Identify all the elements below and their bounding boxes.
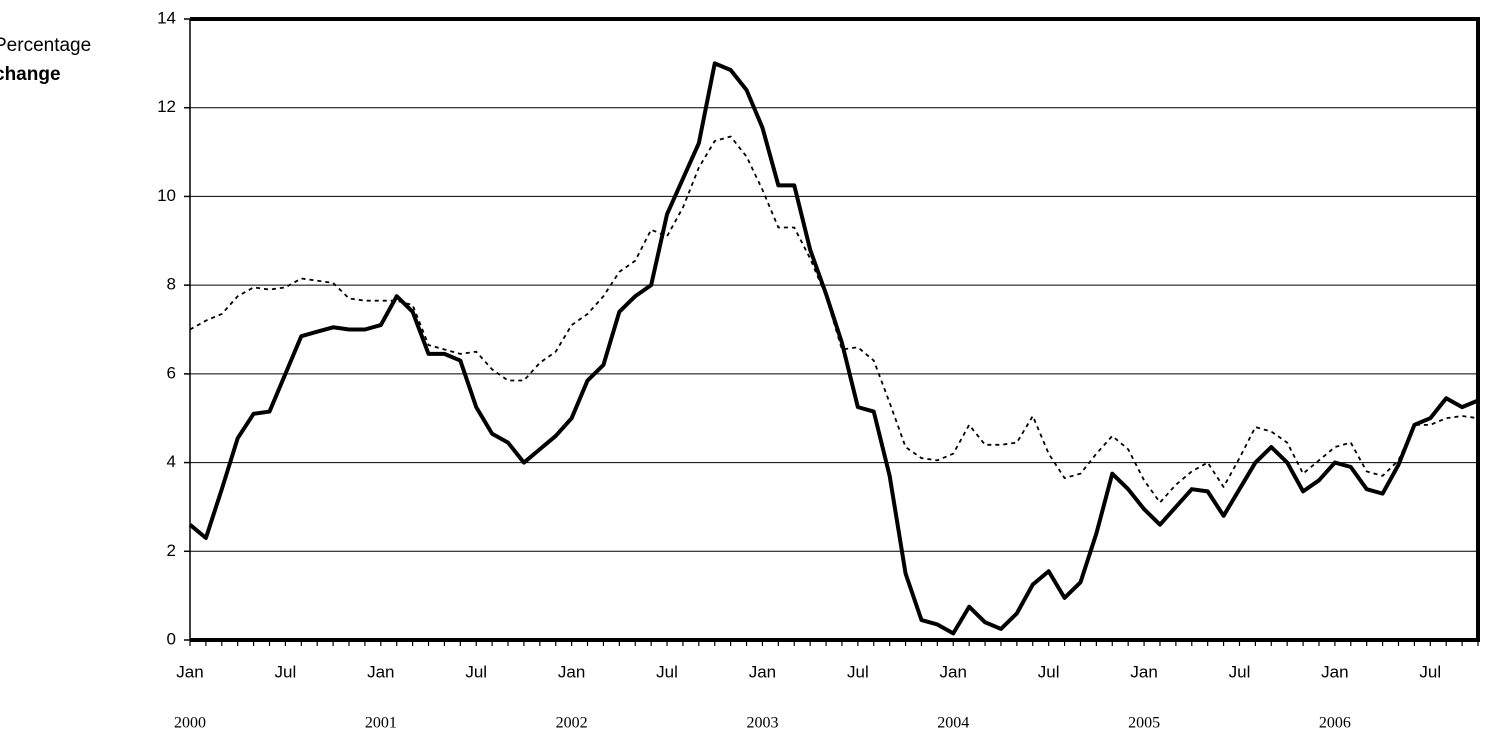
plot-frame bbox=[190, 17, 1480, 642]
x-tick-label: Jan bbox=[558, 662, 585, 681]
x-tick-label: Jul bbox=[656, 662, 678, 681]
year-label: 2003 bbox=[746, 715, 778, 732]
y-tick-label: 4 bbox=[167, 452, 176, 471]
year-label: 2002 bbox=[556, 715, 588, 732]
x-tick-label: Jan bbox=[1321, 662, 1348, 681]
y-tick-label: 0 bbox=[167, 629, 176, 648]
y-axis-label: Percentage bbox=[0, 35, 91, 56]
y-tick-label: 12 bbox=[157, 97, 176, 116]
year-label: 2001 bbox=[365, 715, 397, 732]
y-axis-label: change bbox=[0, 64, 61, 85]
year-label: 2004 bbox=[937, 715, 969, 732]
year-label: 2005 bbox=[1128, 715, 1160, 732]
x-tick-label: Jul bbox=[275, 662, 297, 681]
x-tick-label: Jan bbox=[940, 662, 967, 681]
x-tick-label: Jul bbox=[465, 662, 487, 681]
x-tick-label: Jul bbox=[847, 662, 869, 681]
data-line bbox=[188, 61, 1479, 636]
year-label: 2006 bbox=[1319, 715, 1351, 732]
x-tick-label: Jan bbox=[367, 662, 394, 681]
y-tick-label: 8 bbox=[167, 275, 176, 294]
year-label: 2000 bbox=[174, 715, 206, 732]
x-tick-label: Jul bbox=[1229, 662, 1251, 681]
y-tick-label: 10 bbox=[157, 186, 176, 205]
x-tick-label: Jan bbox=[749, 662, 776, 681]
x-tick-label: Jul bbox=[1419, 662, 1441, 681]
y-tick-label: 6 bbox=[167, 363, 176, 382]
x-tick-label: Jan bbox=[176, 662, 203, 681]
x-tick-label: Jul bbox=[1038, 662, 1060, 681]
y-tick-label: 2 bbox=[167, 541, 176, 560]
y-tick-label: 14 bbox=[157, 8, 176, 27]
x-tick-label: Jan bbox=[1130, 662, 1157, 681]
